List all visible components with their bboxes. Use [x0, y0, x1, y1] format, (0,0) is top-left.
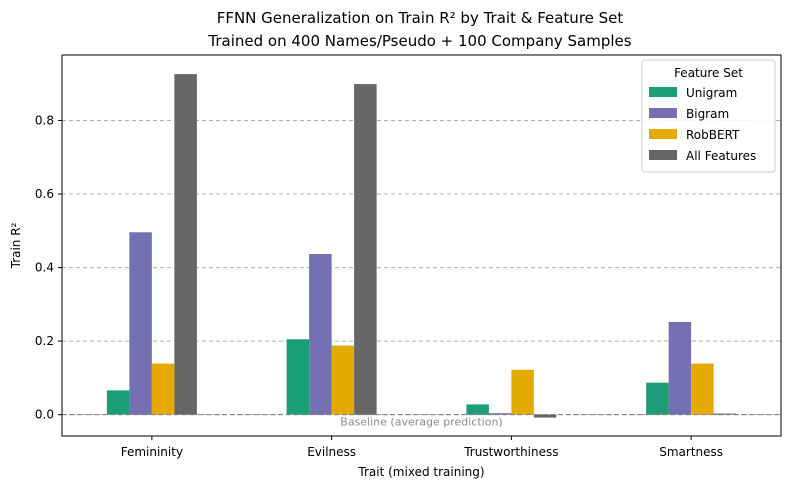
y-axis-label: Train R²	[9, 222, 23, 269]
y-tick-label: 0.8	[35, 113, 54, 127]
y-tick-label: 0.2	[35, 334, 54, 348]
x-axis-label: Trait (mixed training)	[357, 465, 484, 479]
legend-label: All Features	[686, 149, 756, 163]
bar-robbert-evilness	[331, 345, 355, 415]
y-tick-label: 0.0	[35, 408, 54, 422]
x-tick-label: Femininity	[121, 445, 183, 459]
bar-unigram-trustworthiness	[466, 404, 489, 415]
x-tick-label: Smartness	[659, 445, 723, 459]
legend-label: RobBERT	[686, 128, 740, 142]
x-tick-label: Evilness	[307, 445, 356, 459]
bar-unigram-smartness	[646, 382, 669, 415]
chart-title-line1: FFNN Generalization on Train R² by Trait…	[217, 9, 624, 27]
legend-swatch	[649, 87, 677, 97]
y-tick-label: 0.4	[35, 261, 54, 275]
y-axis-ticks: 0.0 0.2 0.4 0.6 0.8	[35, 113, 62, 422]
plot-frame	[61, 54, 782, 437]
bar-all-features-evilness	[354, 84, 377, 415]
legend-title: Feature Set	[674, 66, 743, 80]
legend-label: Bigram	[686, 107, 729, 121]
bar-robbert-smartness	[691, 363, 714, 415]
bar-all-features-smartness	[713, 413, 737, 415]
bar-all-features-femininity	[174, 74, 197, 415]
bar-robbert-trustworthiness	[511, 369, 534, 415]
bars	[106, 74, 737, 418]
baseline-label: Baseline (average prediction)	[340, 416, 502, 429]
legend-swatch	[649, 150, 677, 160]
bar-unigram-evilness	[286, 339, 310, 415]
bar-bigram-smartness	[668, 321, 692, 415]
x-axis-ticks: Femininity Evilness Trustworthiness Smartne…	[121, 436, 723, 459]
bar-bigram-trustworthiness	[488, 413, 512, 415]
baseline: Baseline (average prediction)	[62, 414, 781, 429]
legend-swatch	[649, 129, 677, 139]
legend-swatch	[649, 108, 677, 118]
legend: Feature Set Unigram Bigram RobBERT All Feat…	[641, 59, 776, 173]
x-tick-label: Trustworthiness	[463, 445, 558, 459]
bar-bigram-femininity	[129, 232, 152, 415]
bar-robbert-femininity	[151, 363, 175, 415]
legend-label: Unigram	[686, 86, 737, 100]
bar-unigram-femininity	[106, 390, 130, 415]
chart-title-line2: Trained on 400 Names/Pseudo + 100 Compan…	[207, 32, 631, 50]
bar-all-features-trustworthiness	[533, 414, 557, 418]
y-tick-label: 0.6	[35, 187, 54, 201]
bar-bigram-evilness	[309, 253, 332, 415]
